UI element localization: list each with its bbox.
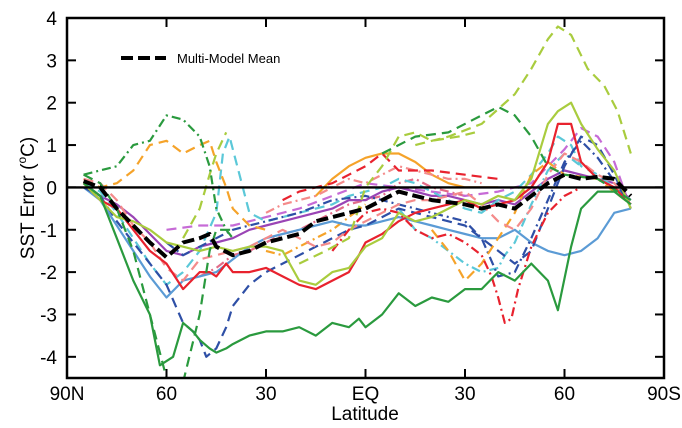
x-axis-title: Latitude <box>331 404 399 425</box>
y-tick-label: 0 <box>46 178 57 199</box>
ticks-layer: 4 3 2 1 0 -1 -2 -3 -4 90N 60 30 EQ 30 60 90S <box>40 9 681 405</box>
series-line-model-9 <box>298 131 476 265</box>
y-axis-title-main: SST Error ( <box>18 163 39 259</box>
series-line-model-8 <box>182 131 228 239</box>
y-tick-label: 4 <box>46 9 57 30</box>
y-tick-label: -2 <box>40 263 57 284</box>
series-line-model-10 <box>82 122 632 291</box>
y-axis-title: SST Error (oC) <box>15 137 39 259</box>
x-tick-label: 90S <box>647 384 681 405</box>
y-tick-label: -3 <box>40 305 57 326</box>
legend-mean-label: Multi-Model Mean <box>177 51 280 66</box>
x-tick-label: 30 <box>255 384 276 405</box>
y-tick-label: 3 <box>46 51 57 72</box>
series-line-model-17 <box>430 160 632 282</box>
legend: Multi-Model Mean <box>121 51 280 66</box>
series-line-model-3 <box>182 228 233 378</box>
x-tick-label: 60 <box>156 384 177 405</box>
series-line-model-14 <box>265 165 482 214</box>
series-line-model-12 <box>282 152 499 202</box>
series-line-model-5 <box>381 105 632 202</box>
y-axis-title-sup: o <box>15 157 29 164</box>
x-tick-label: 30 <box>454 384 475 405</box>
series-layer <box>82 25 633 378</box>
series-line-model-4 <box>83 114 234 239</box>
x-tick-label: 90N <box>50 384 85 405</box>
series-line-multi-model-mean <box>82 172 633 260</box>
y-tick-label: -4 <box>40 348 57 369</box>
x-tick-label: 60 <box>554 384 575 405</box>
series-line-model-2 <box>83 173 168 378</box>
series-line-model-16 <box>83 139 267 231</box>
y-tick-label: 2 <box>46 94 57 115</box>
plot-frame <box>65 16 666 380</box>
x-tick-label: EQ <box>352 384 379 405</box>
series-line-model-6 <box>415 25 632 154</box>
y-tick-label: -1 <box>40 221 57 242</box>
series-line-model-20 <box>82 186 632 299</box>
series-line-model-1 <box>82 182 632 367</box>
y-tick-label: 1 <box>46 136 57 157</box>
y-axis-title-tail: C) <box>18 137 39 157</box>
series-line-model-13 <box>83 152 632 282</box>
